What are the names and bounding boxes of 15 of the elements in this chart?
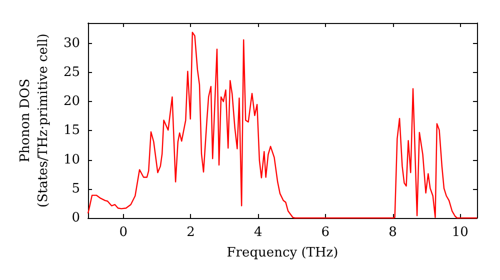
x-tick-label: 6 <box>321 225 330 240</box>
x-tick-label: 0 <box>119 225 128 240</box>
x-tick-label: 4 <box>254 225 262 240</box>
x-tick-label: 10 <box>452 225 468 240</box>
y-tick-label: 20 <box>63 94 80 110</box>
y-tick-label: 5 <box>72 181 80 196</box>
y-tick-label: 30 <box>63 36 80 51</box>
y-tick-label: 15 <box>63 123 80 138</box>
y-tick-label: 25 <box>63 64 80 80</box>
y-tick-label: 0 <box>72 210 80 226</box>
x-tick-label: 8 <box>388 225 397 240</box>
x-axis-title: Frequency (THz) <box>226 246 338 260</box>
x-tick-label: 2 <box>186 225 195 240</box>
y-axis-title: Phonon DOS (States/THz·primitive cell) <box>18 33 52 208</box>
y-tick-label: 10 <box>63 152 80 168</box>
